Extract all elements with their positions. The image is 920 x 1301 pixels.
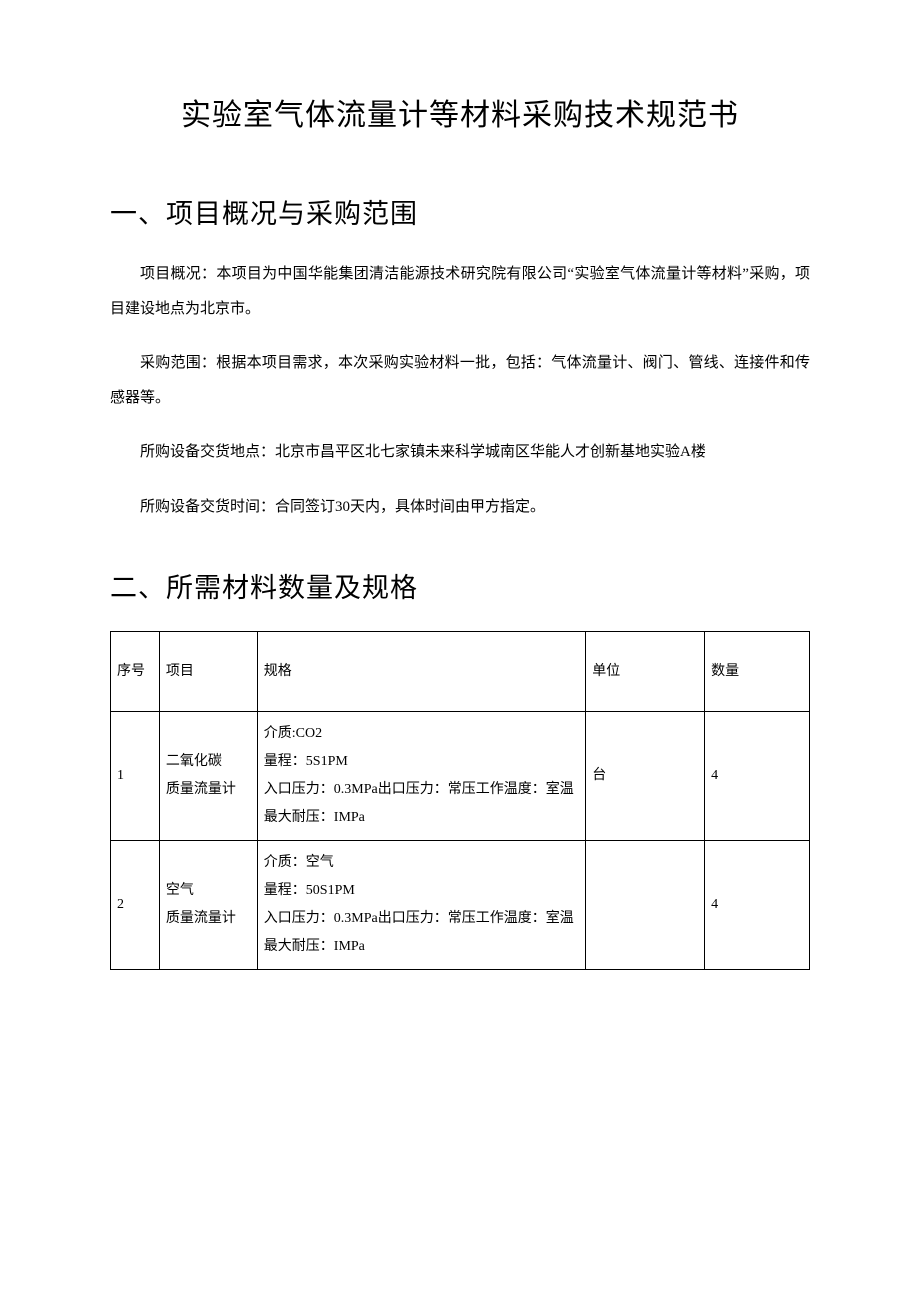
cell-item: 二氧化碳 质量流量计 [159,712,257,841]
cell-spec: 介质:CO2 量程：5S1PM 入口压力：0.3MPa出口压力：常压工作温度：室… [257,712,586,841]
paragraph-scope: 采购范围：根据本项目需求，本次采购实验材料一批，包括：气体流量计、阀门、管线、连… [110,346,810,415]
cell-no: 2 [111,841,160,970]
paragraph-delivery-location: 所购设备交货地点：北京市昌平区北七家镇未来科学城南区华能人才创新基地实验A楼 [110,435,810,470]
col-header-unit: 单位 [586,632,705,712]
paragraph-overview: 项目概况：本项目为中国华能集团清洁能源技术研究院有限公司“实验室气体流量计等材料… [110,257,810,326]
section-2-heading: 二、所需材料数量及规格 [110,566,810,605]
table-header-row: 序号 项目 规格 单位 数量 [111,632,810,712]
col-header-item: 项目 [159,632,257,712]
cell-qty: 4 [705,712,810,841]
document-title: 实验室气体流量计等材料采购技术规范书 [110,90,810,134]
section-1-heading: 一、项目概况与采购范围 [110,192,810,231]
cell-unit [586,841,705,970]
cell-no: 1 [111,712,160,841]
table-row: 2 空气 质量流量计 介质：空气 量程：50S1PM 入口压力：0.3MPa出口… [111,841,810,970]
cell-spec: 介质：空气 量程：50S1PM 入口压力：0.3MPa出口压力：常压工作温度：室… [257,841,586,970]
cell-item: 空气 质量流量计 [159,841,257,970]
document-page: 实验室气体流量计等材料采购技术规范书 一、项目概况与采购范围 项目概况：本项目为… [0,0,920,1301]
spec-table: 序号 项目 规格 单位 数量 1 二氧化碳 质量流量计 介质:CO2 量程：5S… [110,631,810,970]
table-row: 1 二氧化碳 质量流量计 介质:CO2 量程：5S1PM 入口压力：0.3MPa… [111,712,810,841]
col-header-spec: 规格 [257,632,586,712]
paragraph-delivery-time: 所购设备交货时间：合同签订30天内，具体时间由甲方指定。 [110,490,810,525]
cell-unit: 台 [586,712,705,841]
col-header-qty: 数量 [705,632,810,712]
col-header-no: 序号 [111,632,160,712]
cell-qty: 4 [705,841,810,970]
